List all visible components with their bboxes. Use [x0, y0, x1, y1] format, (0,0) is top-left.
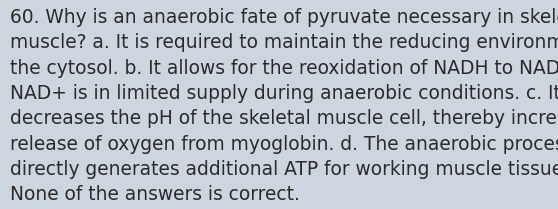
Text: 60. Why is an anaerobic fate of pyruvate necessary in skeletal
muscle? a. It is : 60. Why is an anaerobic fate of pyruvate… [10, 8, 558, 204]
